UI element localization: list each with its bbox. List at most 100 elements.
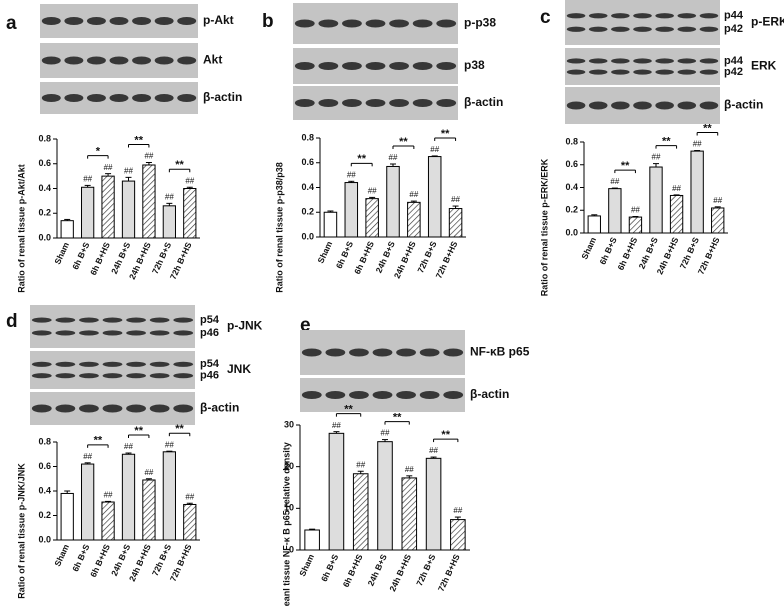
bar [81, 463, 95, 541]
x-tick-label: 6h B+S [319, 552, 340, 583]
blot-band [102, 317, 123, 323]
blot-band [301, 348, 322, 357]
bar [142, 164, 156, 239]
band-label: p54 [200, 314, 220, 326]
blot-label: p-Akt [203, 13, 234, 27]
blot-band [349, 391, 369, 399]
blot-band [412, 62, 433, 70]
significance-label: ## [104, 491, 113, 500]
bar [450, 519, 466, 551]
band-label: p44 [724, 10, 744, 22]
y-tick-label: 0.4 [38, 485, 51, 495]
blot-band [126, 330, 146, 336]
comparison-label: ** [621, 160, 630, 172]
x-tick-label: Sham [52, 542, 71, 568]
significance-label: ## [144, 468, 153, 477]
bar [183, 503, 197, 541]
blot-label: p38 [464, 58, 485, 72]
significance-label: ## [631, 206, 640, 215]
significance-label: ## [83, 452, 92, 461]
comparison-label: ** [441, 429, 450, 441]
blot-band [79, 373, 99, 379]
blot-band [318, 99, 339, 107]
bar [365, 198, 379, 238]
x-tick-label: 72h B+S [415, 239, 438, 274]
y-tick-label: 0.8 [565, 136, 578, 146]
x-tick-label: 24h B+S [637, 235, 660, 270]
blot-label: p-ERK [751, 15, 784, 29]
x-tick-label: 24h B+HS [387, 552, 413, 593]
bar [352, 473, 369, 551]
blot-band [611, 26, 630, 32]
blot-label: β-actin [200, 401, 239, 415]
x-tick-label: Sham [579, 235, 598, 261]
x-tick-label: Sham [52, 240, 71, 266]
blot-band [588, 58, 608, 64]
bar [121, 453, 136, 541]
blot-band [86, 56, 106, 65]
significance-label: ## [451, 195, 460, 204]
blot-band [372, 348, 393, 357]
blot-label: JNK [227, 362, 251, 376]
y-tick-label: 0.8 [301, 132, 314, 142]
bar [448, 208, 463, 238]
blot-band [55, 361, 76, 367]
comparison-label: ** [662, 136, 671, 148]
blot-band [677, 69, 697, 75]
blot-panel [30, 305, 195, 348]
bar [60, 492, 74, 541]
bar [427, 156, 442, 238]
bar [344, 182, 359, 238]
significance-label: ## [409, 190, 418, 199]
significance-label: ## [356, 460, 365, 469]
x-tick-label: 72h B+S [414, 552, 437, 587]
y-tick-label: 0.6 [38, 158, 51, 168]
blot-label: p-JNK [227, 319, 263, 333]
blot-band [149, 404, 170, 413]
blot-band [436, 19, 457, 28]
blot-band [132, 56, 152, 65]
blot-band [31, 361, 52, 367]
significance-label: ## [429, 446, 438, 455]
blot-band [655, 13, 674, 19]
blot-band [301, 391, 322, 399]
blot-band [41, 56, 61, 65]
blot-band [31, 317, 52, 323]
y-tick-label: 0.6 [301, 157, 314, 167]
comparison-label: ** [134, 134, 143, 146]
blot-band [566, 58, 586, 64]
blot-band [41, 94, 61, 102]
blot-band [149, 317, 170, 323]
blot-label: ERK [751, 59, 777, 73]
blot-band [154, 56, 174, 65]
bar [162, 451, 176, 541]
blot-band [588, 26, 608, 32]
comparison-label: ** [175, 159, 184, 171]
blot-band [31, 373, 52, 379]
significance-label: ## [430, 145, 439, 154]
blot-panel [565, 0, 720, 45]
significance-label: ## [347, 170, 356, 179]
significance-label: ## [693, 140, 702, 149]
blot-band [102, 330, 123, 336]
blot-band [566, 69, 586, 75]
blot-panel [565, 48, 720, 85]
panel-letter: b [262, 11, 274, 32]
x-tick-label: 72h B+HS [436, 552, 462, 593]
significance-label: ## [381, 429, 390, 438]
y-tick-label: 30 [284, 419, 294, 429]
blot-band [699, 101, 719, 110]
bar [142, 479, 156, 541]
blot-band [126, 361, 146, 367]
blot-band [41, 17, 61, 25]
y-tick-label: 0.6 [565, 159, 578, 169]
significance-label: ## [672, 184, 681, 193]
blot-band [177, 17, 197, 25]
significance-label: ## [389, 153, 398, 162]
comparison-label: ** [703, 122, 712, 134]
significance-label: ## [124, 442, 133, 451]
blot-band [566, 13, 586, 19]
comparison-label: * [96, 146, 101, 158]
blot-band [154, 94, 174, 102]
blot-band [566, 101, 586, 110]
